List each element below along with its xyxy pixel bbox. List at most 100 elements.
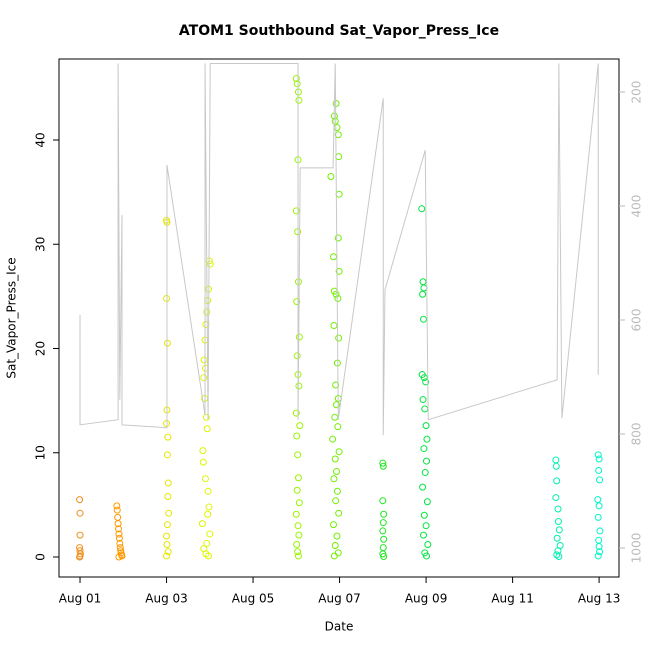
point xyxy=(294,552,302,560)
point xyxy=(294,474,302,482)
point xyxy=(293,486,301,494)
chart-title: ATOM1 Southbound Sat_Vapor_Press_Ice xyxy=(179,23,499,39)
point xyxy=(379,459,387,467)
point xyxy=(379,462,387,470)
point xyxy=(164,548,172,556)
point xyxy=(296,422,304,430)
point xyxy=(198,520,206,528)
point xyxy=(163,521,171,529)
point xyxy=(332,497,340,505)
point xyxy=(115,530,123,538)
point xyxy=(115,553,123,561)
point xyxy=(419,315,427,323)
point xyxy=(330,521,338,529)
point xyxy=(596,476,604,484)
point xyxy=(163,552,171,560)
point xyxy=(295,531,303,539)
y-tick-label: 10 xyxy=(34,445,48,460)
point xyxy=(293,432,301,440)
point xyxy=(114,520,122,528)
point xyxy=(334,294,342,302)
point xyxy=(419,531,427,539)
point xyxy=(331,455,339,463)
point xyxy=(205,503,213,511)
point xyxy=(333,401,341,409)
point xyxy=(200,374,208,382)
point xyxy=(554,505,562,513)
x-tick-label: Aug 11 xyxy=(491,592,534,606)
point xyxy=(164,433,172,441)
point xyxy=(163,532,171,540)
plot-area xyxy=(76,63,604,561)
point xyxy=(204,510,212,518)
point xyxy=(295,333,303,341)
point xyxy=(594,552,602,560)
point xyxy=(595,455,603,463)
point xyxy=(292,207,300,215)
point xyxy=(335,448,343,456)
point xyxy=(204,552,212,560)
point xyxy=(294,548,302,556)
x-tick-label: Aug 05 xyxy=(232,592,275,606)
point xyxy=(203,539,211,547)
y2-tick-label: 800 xyxy=(630,423,644,446)
point xyxy=(327,172,335,180)
point xyxy=(419,290,427,298)
y-tick-label: 40 xyxy=(34,132,48,147)
y2-tick-label: 1000 xyxy=(630,533,644,564)
point xyxy=(334,131,342,139)
point xyxy=(293,540,301,548)
point xyxy=(423,498,431,506)
point xyxy=(164,479,172,487)
point xyxy=(293,298,301,306)
point xyxy=(329,435,337,443)
point xyxy=(333,487,341,495)
point xyxy=(594,496,602,504)
point xyxy=(335,334,343,342)
point xyxy=(380,535,388,543)
point xyxy=(552,494,560,502)
point xyxy=(164,493,172,501)
point xyxy=(113,502,121,510)
line xyxy=(79,63,599,436)
point xyxy=(206,530,214,538)
point xyxy=(293,352,301,360)
point xyxy=(292,74,300,82)
point xyxy=(422,422,430,430)
y-tick-label: 0 xyxy=(34,553,48,561)
x-tick-label: Aug 13 xyxy=(578,592,621,606)
point xyxy=(422,522,430,530)
point xyxy=(379,527,387,535)
point xyxy=(423,552,431,560)
point xyxy=(165,509,173,517)
point xyxy=(380,510,388,518)
point xyxy=(76,531,84,539)
point xyxy=(294,522,302,530)
x-tick-label: Aug 03 xyxy=(145,592,188,606)
point xyxy=(292,409,300,417)
point xyxy=(334,423,342,431)
y-tick-label: 20 xyxy=(34,341,48,356)
point xyxy=(335,267,343,275)
x-tick-label: Aug 07 xyxy=(318,592,361,606)
point xyxy=(419,483,427,491)
point xyxy=(424,540,432,548)
point xyxy=(115,525,123,533)
point xyxy=(333,468,341,476)
point xyxy=(423,457,431,465)
point xyxy=(553,534,561,542)
point xyxy=(335,509,343,517)
point xyxy=(419,396,427,404)
plot-frame xyxy=(58,58,620,578)
point xyxy=(163,540,171,548)
point xyxy=(596,527,604,535)
point xyxy=(116,539,124,547)
point xyxy=(115,534,123,542)
point xyxy=(331,542,339,550)
point xyxy=(421,469,429,477)
point xyxy=(204,487,212,495)
point xyxy=(595,466,603,474)
y-axis-title: Sat_Vapor_Press_Ice xyxy=(5,257,19,378)
